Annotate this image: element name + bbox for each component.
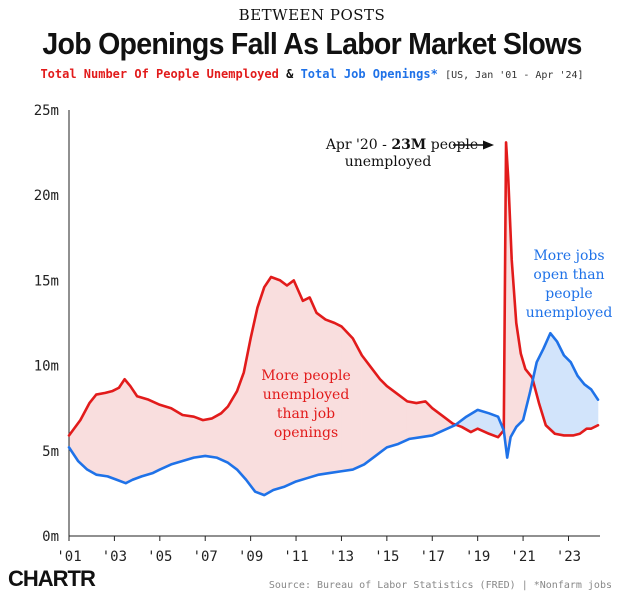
gap-fill-segment bbox=[409, 401, 417, 440]
peak-annotation-line2: unemployed bbox=[345, 154, 432, 170]
brand-logo: CHARTR bbox=[8, 566, 96, 591]
gap-fill-segment bbox=[107, 390, 113, 479]
chart-axes: 0m 5m 10m 15m 20m 25m '01 '03 '05 '07 '09 '11 '13 '15… bbox=[34, 103, 600, 565]
openings-region-label: open than bbox=[533, 267, 604, 283]
chart-subtitle: Total Number Of People Unemployed & Tota… bbox=[0, 67, 624, 81]
openings-region-label: people bbox=[545, 286, 592, 302]
x-tick-label: '15 bbox=[374, 549, 399, 565]
source-note: Source: Bureau of Labor Statistics (FRED… bbox=[268, 580, 612, 591]
chart-kicker: BETWEEN POSTS bbox=[238, 6, 386, 24]
gap-fill-segment bbox=[136, 395, 142, 479]
gap-fill-segment bbox=[579, 377, 585, 435]
gap-fill-segment bbox=[570, 362, 574, 436]
unemployed-region-label: unemployed bbox=[263, 387, 350, 403]
gap-fill-segment bbox=[420, 401, 426, 438]
x-tick-label: '19 bbox=[465, 549, 490, 565]
gap-fill-segment bbox=[254, 307, 258, 493]
subtitle-unemployed-label: Total Number Of People Unemployed bbox=[40, 67, 279, 81]
gap-fills bbox=[68, 142, 599, 496]
gap-fill-segment bbox=[279, 279, 285, 489]
gap-fill-segment bbox=[204, 418, 213, 458]
unemployed-region-label: More people bbox=[261, 368, 351, 384]
unemployed-region-label: openings bbox=[274, 425, 338, 441]
subtitle-openings-label: Total Job Openings* bbox=[300, 67, 438, 81]
gap-fill-segment bbox=[352, 338, 363, 471]
gap-fill-segment bbox=[270, 276, 274, 492]
gap-fill-segment bbox=[118, 378, 125, 484]
gap-fill-segment bbox=[132, 388, 138, 481]
x-tick-label: '07 bbox=[193, 549, 218, 565]
gap-fill-segment bbox=[550, 332, 556, 435]
gap-fill-segment bbox=[584, 383, 587, 431]
series-line-openings bbox=[67, 331, 600, 497]
gap-fill-segment bbox=[211, 415, 217, 458]
x-tick-label: '01 bbox=[56, 549, 81, 565]
openings-region-label: unemployed bbox=[526, 305, 613, 321]
subtitle-ampersand: & bbox=[286, 67, 294, 81]
gap-fill-segment bbox=[216, 412, 222, 461]
x-tick-label: '17 bbox=[420, 549, 445, 565]
chart-title: Job Openings Fall As Labor Market Slows bbox=[42, 26, 582, 61]
gap-fill-segment bbox=[220, 405, 229, 464]
gap-fill-segment bbox=[243, 360, 247, 481]
y-tick-label: 5m bbox=[42, 444, 59, 460]
gap-fill-segment bbox=[202, 419, 206, 457]
gap-fill-segment bbox=[406, 401, 410, 441]
gap-fill-segment bbox=[95, 392, 106, 477]
x-tick-label: '13 bbox=[329, 549, 354, 565]
gap-fill-segment bbox=[386, 385, 399, 448]
y-tick-label: 10m bbox=[34, 359, 59, 375]
gap-fill-segment bbox=[193, 416, 204, 458]
peak-annotation-line1: Apr '20 - 23M people bbox=[325, 137, 478, 153]
gap-fill-segment bbox=[86, 402, 90, 472]
x-tick-label: '03 bbox=[102, 549, 127, 565]
peak-arrow-head bbox=[483, 140, 494, 150]
x-tick-label: '05 bbox=[147, 549, 172, 565]
series-line-unemployed bbox=[67, 141, 600, 439]
gap-fill-segment bbox=[105, 391, 108, 477]
gap-fill-segment bbox=[416, 401, 422, 439]
gap-fill-segment bbox=[182, 414, 195, 462]
unemployed-region-label: than job bbox=[277, 406, 335, 422]
gap-fill-segment bbox=[77, 419, 81, 464]
gap-fill-segment bbox=[125, 379, 131, 484]
x-tick-label: '23 bbox=[556, 549, 581, 565]
y-tick-label: 0m bbox=[42, 529, 59, 545]
gap-fill-segment bbox=[370, 366, 376, 460]
x-tick-label: '21 bbox=[510, 549, 535, 565]
gap-fill-segment bbox=[361, 354, 365, 466]
gap-fill-segment bbox=[130, 385, 133, 482]
gap-fill-segment bbox=[111, 388, 117, 481]
gap-fill-segment bbox=[545, 333, 551, 431]
gap-fill-segment bbox=[284, 283, 288, 488]
subtitle-range-meta: [US, Jan '01 - Apr '24] bbox=[445, 70, 584, 81]
y-tick-label: 15m bbox=[34, 273, 59, 289]
gap-fill-segment bbox=[89, 393, 97, 476]
gap-fill-segment bbox=[577, 374, 581, 435]
gap-fill-segment bbox=[363, 357, 372, 466]
gap-fill-segment bbox=[543, 343, 547, 426]
y-tick-label: 20m bbox=[34, 188, 59, 204]
openings-region-label: More jobs bbox=[533, 248, 604, 264]
gap-fill-segment bbox=[375, 372, 381, 457]
x-tick-label: '09 bbox=[238, 549, 263, 565]
gap-fill-segment bbox=[586, 385, 592, 429]
y-tick-label: 25m bbox=[34, 103, 59, 119]
gap-fill-segment bbox=[152, 401, 161, 474]
gap-fill-segment bbox=[563, 354, 572, 436]
x-tick-label: '11 bbox=[283, 549, 308, 565]
gap-fill-segment bbox=[148, 399, 154, 475]
gap-fill-segment bbox=[116, 387, 120, 482]
gap-fill-segment bbox=[159, 404, 172, 471]
gap-fill-segment bbox=[250, 317, 256, 493]
series-lines bbox=[67, 141, 600, 497]
gap-fill-segment bbox=[141, 397, 149, 477]
gap-fill-segment bbox=[379, 378, 388, 454]
gap-fill-segment bbox=[554, 338, 558, 435]
gap-fill-segment bbox=[170, 407, 183, 465]
